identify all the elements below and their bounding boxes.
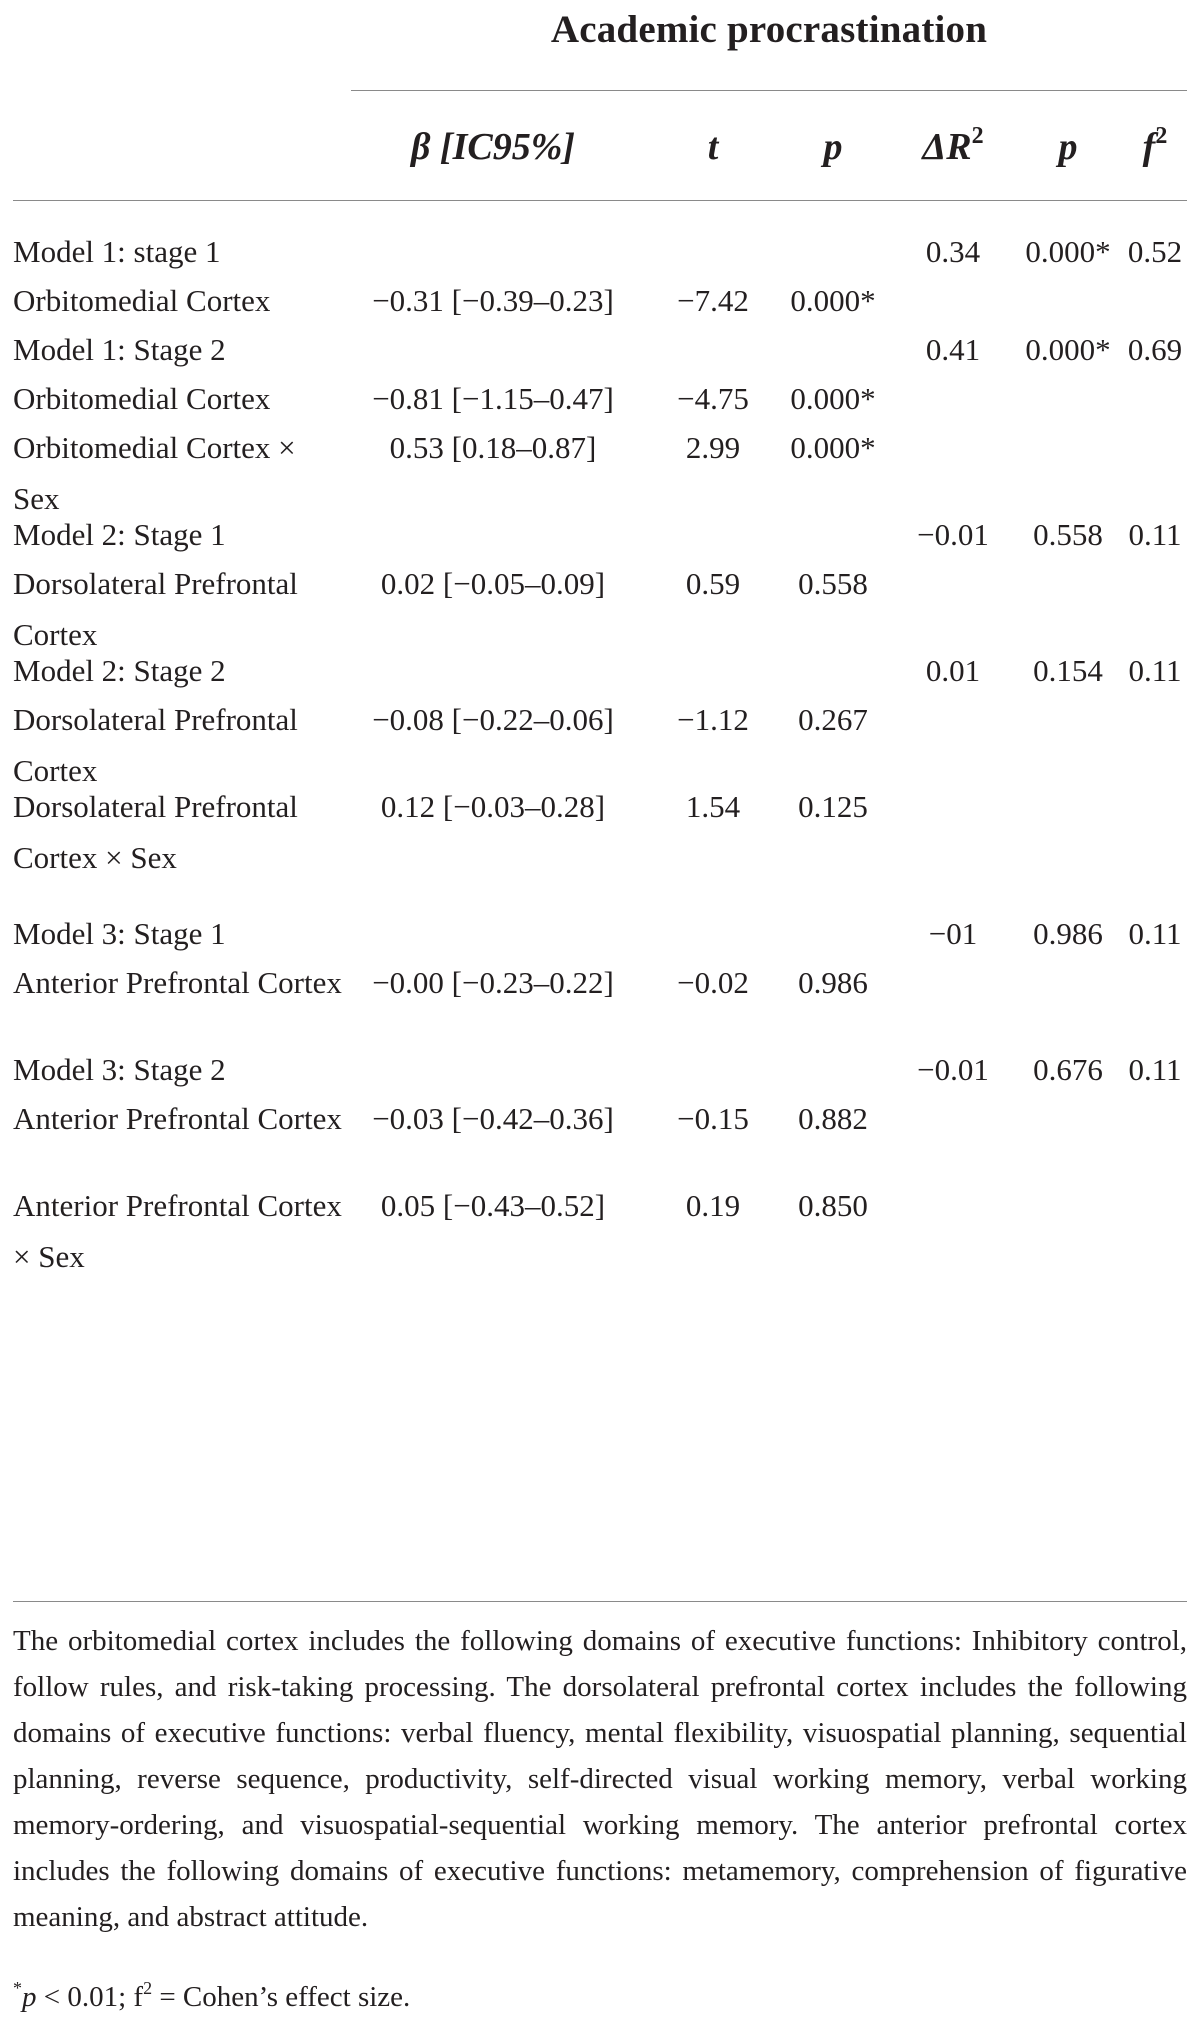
cell-delta-r2: 0.34 [925,234,981,269]
row-label: Model 1: stage 1 [13,234,221,269]
header-p-model: p [1058,126,1078,168]
cell-p: 0.000* [790,381,876,416]
cell-beta: 0.05 [−0.43–0.52] [380,1188,606,1223]
cell-beta: −0.08 [−0.22–0.06] [372,702,614,737]
table-row: Model 2: Stage 2 0.01 0.154 0.11 [13,645,1187,694]
row-label: Model 1: Stage 2 [13,332,226,367]
cell-t: −1.12 [677,702,749,737]
cell-f2: 0.52 [1127,234,1183,269]
cell-p: 0.558 [798,566,868,601]
cell-beta: −0.31 [−0.39–0.23] [372,283,614,318]
row-label: Dorsolateral Prefrontal Cortex × Sex [13,789,298,875]
cell-p: 0.000* [790,430,876,465]
cell-p: 0.850 [798,1188,868,1223]
table-row: Dorsolateral Prefrontal Cortex −0.08 [−0.… [13,694,1187,788]
cell-p-model: 0.558 [1033,517,1103,552]
table-row: Model 2: Stage 1 −0.01 0.558 0.11 [13,509,1187,558]
cell-delta-r2: −0.01 [917,517,989,552]
cell-t: −7.42 [677,283,749,318]
cell-p-model: 0.000* [1025,234,1111,269]
table-row: Orbitomedial Cortex −0.81 [−1.15–0.47] −4.… [13,373,1187,422]
cell-t: −0.02 [677,965,749,1000]
cell-beta: 0.02 [−0.05–0.09] [380,566,606,601]
row-label: Orbitomedial Cortex × Sex [13,430,296,516]
row-label: Model 2: Stage 1 [13,517,226,552]
table-row: Anterior Prefrontal Cortex × Sex 0.05 [−0… [13,1180,1187,1274]
cell-beta: −0.81 [−1.15–0.47] [372,381,614,416]
cell-t: 1.54 [685,789,741,824]
cell-p-model: 0.000* [1025,332,1111,367]
table-body: Model 1: stage 1 0.34 0.000* 0.52 Orbitomedi… [13,226,1187,1274]
cell-t: 0.19 [685,1188,741,1223]
cell-delta-r2: 0.41 [925,332,981,367]
cell-delta-r2: 0.01 [925,653,981,688]
row-label: Orbitomedial Cortex [13,381,271,416]
cell-f2: 0.11 [1128,1052,1182,1087]
row-label: Anterior Prefrontal Cortex × Sex [13,1188,342,1274]
header-rule [13,200,1187,201]
cell-f2: 0.69 [1127,332,1183,367]
row-label: Anterior Prefrontal Cortex [13,1101,342,1136]
row-label: Dorsolateral Prefrontal Cortex [13,566,298,652]
header-beta: β [IC95%] [410,126,576,168]
cell-delta-r2: −01 [928,916,978,951]
table-row: Orbitomedial Cortex −0.31 [−0.39–0.23] −7.… [13,275,1187,324]
row-label: Dorsolateral Prefrontal Cortex [13,702,298,788]
significance-note: *p < 0.01; f2 = Cohen’s effect size. [13,1978,411,2013]
cell-p: 0.267 [798,702,868,737]
header-f2: f2 [1142,123,1168,168]
cell-beta: −0.03 [−0.42–0.36] [372,1101,614,1136]
cell-delta-r2: −0.01 [917,1052,989,1087]
cell-p: 0.000* [790,283,876,318]
table-row: Anterior Prefrontal Cortex −0.00 [−0.23–0… [13,957,1187,1044]
cell-f2: 0.11 [1128,517,1182,552]
cell-p-model: 0.154 [1033,653,1103,688]
group-rule [351,90,1187,91]
header-delta-r2: ΔR2 [922,123,984,168]
footer-rule [13,1601,1187,1602]
table-row: Model 3: Stage 1 −01 0.986 0.11 [13,908,1187,957]
cell-t: −4.75 [677,381,749,416]
cell-t: −0.15 [677,1101,749,1136]
cell-p-model: 0.986 [1033,916,1103,951]
table-row: Dorsolateral Prefrontal Cortex 0.02 [−0.0… [13,558,1187,652]
cell-p: 0.986 [798,965,868,1000]
table-row: Model 1: Stage 2 0.41 0.000* 0.69 [13,324,1187,373]
cell-p-model: 0.676 [1033,1052,1103,1087]
cell-t: 0.59 [685,566,741,601]
table-row: Dorsolateral Prefrontal Cortex × Sex 0.12… [13,781,1187,908]
header-t: t [707,126,719,168]
table-row: Model 3: Stage 2 −0.01 0.676 0.11 [13,1044,1187,1093]
cell-p: 0.125 [798,789,868,824]
header-p: p [823,126,843,168]
table-row: Orbitomedial Cortex × Sex 0.53 [0.18–0.87… [13,422,1187,516]
cell-p: 0.882 [798,1101,868,1136]
cell-beta: 0.12 [−0.03–0.28] [380,789,606,824]
table-row: Anterior Prefrontal Cortex −0.03 [−0.42–0… [13,1093,1187,1180]
cell-beta: −0.00 [−0.23–0.22] [372,965,614,1000]
row-label: Anterior Prefrontal Cortex [13,965,342,1000]
row-label: Model 3: Stage 1 [13,916,226,951]
row-label: Orbitomedial Cortex [13,283,271,318]
row-label: Model 3: Stage 2 [13,1052,226,1087]
row-label: Model 2: Stage 2 [13,653,226,688]
cell-t: 2.99 [685,430,741,465]
group-title: Academic procrastination [550,8,988,51]
cell-beta: 0.53 [0.18–0.87] [389,430,597,465]
table-row: Model 1: stage 1 0.34 0.000* 0.52 [13,226,1187,275]
table-footnote: The orbitomedial cortex includes the fol… [13,1625,1187,1933]
cell-f2: 0.11 [1128,916,1182,951]
cell-f2: 0.11 [1128,653,1182,688]
